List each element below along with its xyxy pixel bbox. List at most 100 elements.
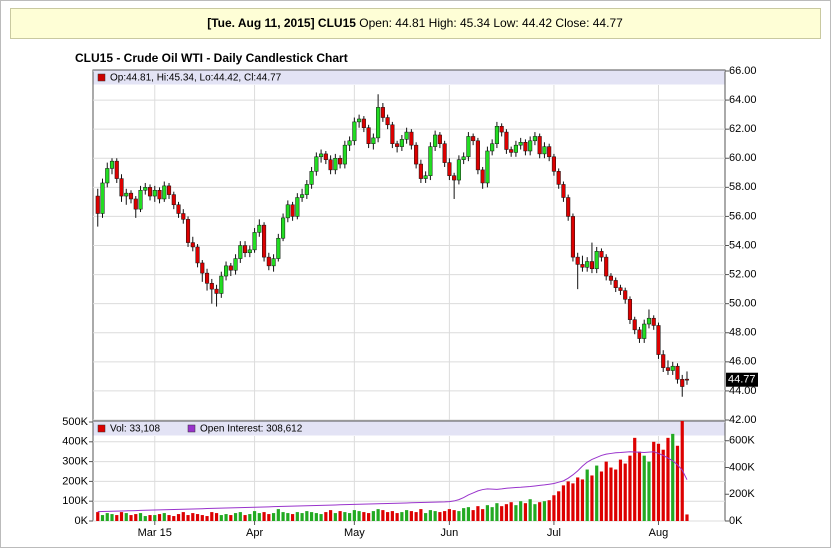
volume-bar: [362, 512, 366, 521]
volume-bar: [115, 515, 119, 521]
volume-bar: [286, 513, 290, 521]
volume-bar: [300, 513, 304, 521]
volume-bar: [538, 502, 542, 521]
candle-body: [276, 237, 281, 259]
volume-bar: [252, 511, 257, 521]
volume-bar: [604, 461, 608, 521]
candle-body: [366, 127, 371, 144]
y-tick-label: 62.00: [729, 123, 757, 135]
volume-bar: [148, 515, 152, 521]
candle-body: [537, 136, 542, 155]
volume-bar: [134, 514, 138, 521]
candle-body: [295, 197, 300, 217]
volume-bar: [262, 512, 266, 521]
candle-body: [504, 131, 509, 150]
legend-label: Vol: 33,108: [110, 424, 160, 435]
candle-body: [494, 126, 499, 144]
candle-body: [461, 156, 466, 160]
candle-body: [209, 283, 214, 290]
volume-bar: [100, 515, 105, 521]
candle-body: [133, 198, 138, 210]
candle-body: [157, 189, 162, 200]
candle-body: [404, 131, 409, 140]
volume-bar: [685, 514, 689, 521]
volume-bar: [348, 513, 352, 521]
candle-body: [475, 140, 480, 171]
volume-bar: [124, 513, 128, 521]
candle-body: [190, 242, 195, 248]
candle-body: [285, 204, 290, 219]
volume-bar: [500, 506, 504, 521]
volume-bar: [471, 510, 475, 521]
candle-body: [357, 118, 362, 123]
volume-bar: [110, 514, 114, 521]
y2-tick-label: 600K: [729, 435, 755, 447]
candle-body: [566, 197, 571, 217]
volume-bar: [628, 455, 632, 521]
volume-bar: [309, 512, 314, 521]
volume-bar: [338, 511, 342, 521]
volume-bar: [433, 511, 437, 521]
volume-bar: [647, 461, 651, 521]
candle-body: [561, 184, 566, 198]
volume-bar: [614, 469, 618, 521]
volume-bar: [652, 441, 656, 521]
candle-body: [380, 107, 385, 118]
volume-bar: [210, 512, 214, 521]
candle-body: [171, 194, 176, 206]
volume-bar: [481, 509, 485, 521]
candle-body: [176, 204, 181, 214]
candle-body: [247, 249, 252, 254]
x-tick-label: Jul: [547, 527, 561, 539]
volume-bar: [576, 477, 580, 521]
volume-bar: [238, 512, 242, 521]
volume-bar: [675, 445, 680, 521]
volume-bar: [233, 513, 238, 521]
candle-body: [580, 264, 585, 268]
volume-bar: [324, 512, 328, 521]
y-tick-label: 58.00: [729, 181, 757, 193]
y-tick-label: 54.00: [729, 239, 757, 251]
candle-body: [604, 256, 609, 277]
volume-bar: [585, 469, 589, 521]
candle-body: [328, 159, 333, 171]
candle-body: [281, 217, 286, 239]
open-interest-line: [97, 451, 688, 513]
volume-bar: [542, 501, 547, 521]
candle-body: [456, 159, 461, 181]
volume-bar: [552, 495, 556, 521]
candle-body: [114, 160, 119, 179]
volume-bar: [153, 515, 157, 521]
candle-body: [304, 184, 309, 195]
volume-bar: [314, 513, 318, 521]
candle-body: [376, 107, 381, 139]
candle-body: [152, 189, 157, 197]
chart-title: CLU15 - Crude Oil WTI - Daily Candlestic…: [75, 51, 348, 65]
candle-body: [409, 131, 414, 146]
candle-body: [632, 319, 637, 331]
candle-body: [119, 178, 124, 197]
candle-body: [219, 275, 224, 294]
volume-bar: [367, 513, 371, 521]
candle-body: [214, 288, 219, 294]
x-tick-label: May: [344, 527, 365, 539]
volume-bar: [371, 511, 375, 521]
volume-bar: [438, 512, 442, 521]
x-tick-label: Jun: [441, 527, 459, 539]
volume-bar: [248, 514, 252, 521]
volume-bar: [357, 511, 361, 521]
volume-bar: [547, 500, 551, 521]
candle-body: [528, 140, 533, 152]
volume-bar: [533, 504, 537, 521]
y2-tick-label: 200K: [729, 488, 755, 500]
volume-bar: [462, 508, 466, 521]
candle-body: [532, 136, 537, 142]
candle-body: [314, 156, 319, 172]
volume-bar: [595, 465, 599, 521]
volume-bar: [243, 515, 247, 521]
volume-bar: [319, 514, 323, 521]
volume-bar: [557, 491, 561, 521]
volume-bar: [281, 512, 285, 521]
candle-body: [471, 136, 476, 142]
